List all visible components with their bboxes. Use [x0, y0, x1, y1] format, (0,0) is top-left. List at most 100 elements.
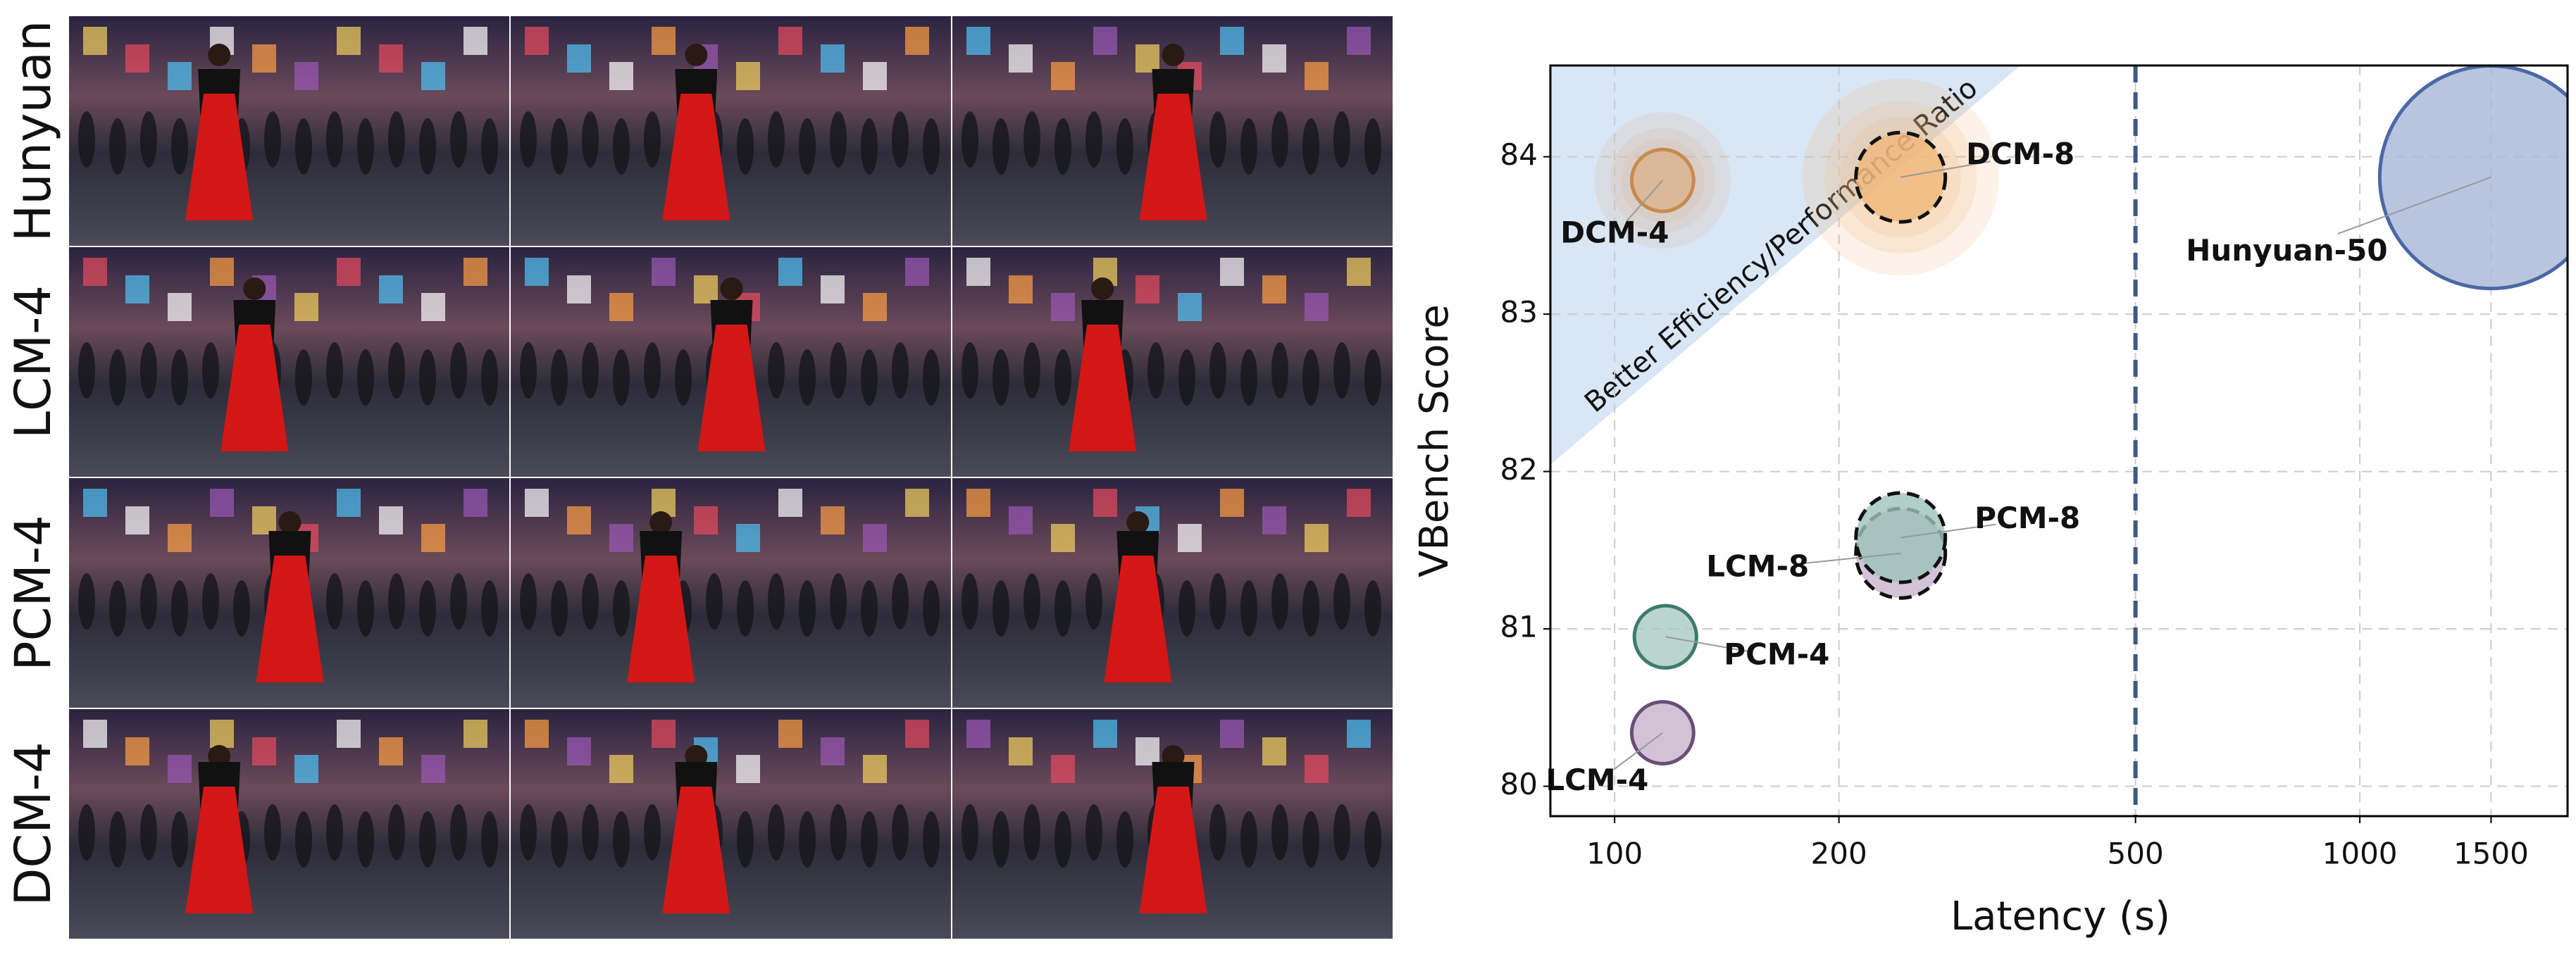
light — [525, 720, 549, 748]
crowd — [78, 573, 95, 630]
crowd — [1054, 811, 1071, 868]
crowd — [768, 573, 785, 630]
crowd — [1271, 111, 1288, 168]
light — [421, 62, 445, 90]
light — [83, 27, 107, 55]
crowd — [388, 342, 405, 399]
crowd — [923, 811, 940, 868]
crowd — [1302, 811, 1319, 868]
bubble-label: PCM-8 — [1974, 501, 2080, 535]
crowd — [388, 804, 405, 861]
y-tick-label: 82 — [1500, 452, 1538, 487]
crowd — [613, 349, 630, 406]
plot-frame — [1549, 64, 2569, 818]
light — [252, 44, 276, 73]
light — [652, 720, 676, 748]
bubble-label: DCM-8 — [1966, 137, 2074, 171]
light — [966, 720, 990, 748]
crowd — [1333, 342, 1350, 399]
row-label: Hunyuan — [4, 20, 62, 242]
crowd — [613, 811, 630, 868]
light — [252, 737, 276, 765]
light — [1347, 258, 1371, 286]
light — [736, 524, 760, 552]
crowd — [357, 580, 374, 637]
light — [1347, 27, 1371, 55]
crowd — [1178, 580, 1195, 637]
leader-line — [1626, 180, 1664, 222]
light — [1009, 275, 1033, 304]
crowd — [861, 811, 878, 868]
crowd — [1333, 804, 1350, 861]
light — [125, 737, 149, 765]
light — [421, 755, 445, 783]
y-tick-label: 81 — [1500, 610, 1538, 644]
crowd — [481, 580, 498, 637]
light — [863, 62, 887, 90]
crowd — [1302, 580, 1319, 637]
crowd — [737, 118, 754, 175]
bubble — [1629, 147, 1695, 213]
figure-head — [1126, 511, 1150, 534]
crowd — [706, 573, 723, 630]
bubble-label: PCM-4 — [1724, 637, 1829, 672]
y-axis-label: VBench Score — [1412, 304, 1457, 577]
light — [652, 27, 676, 55]
crowd — [1147, 342, 1164, 399]
crowd — [861, 349, 878, 406]
light — [821, 737, 845, 765]
crowd — [520, 342, 537, 399]
crowd — [644, 111, 661, 168]
crowd — [830, 573, 847, 630]
crowd — [861, 580, 878, 637]
x-tick-label: 100 — [1586, 837, 1643, 871]
figure-dress — [1139, 787, 1207, 913]
light — [168, 524, 192, 552]
light — [966, 27, 990, 55]
light — [463, 720, 487, 748]
crowd — [481, 811, 498, 868]
crowd — [923, 349, 940, 406]
crowd — [419, 349, 436, 406]
y-tick-label: 80 — [1500, 767, 1538, 801]
crowd — [923, 580, 940, 637]
y-tick-label: 83 — [1500, 295, 1538, 330]
crowd — [140, 111, 157, 168]
figure-dress — [662, 787, 730, 913]
crowd — [923, 118, 940, 175]
crowd — [892, 573, 909, 630]
crowd — [202, 573, 219, 630]
light — [294, 755, 318, 783]
light — [821, 506, 845, 534]
light — [1305, 524, 1329, 552]
crowd — [1271, 573, 1288, 630]
light — [694, 506, 718, 534]
light — [1220, 258, 1244, 286]
light — [778, 720, 802, 748]
crowd — [520, 804, 537, 861]
light — [1051, 524, 1075, 552]
crowd — [1054, 580, 1071, 637]
crowd — [582, 804, 599, 861]
crowd — [78, 342, 95, 399]
light — [1009, 506, 1033, 534]
light — [966, 258, 990, 286]
light — [1220, 27, 1244, 55]
light — [1262, 506, 1286, 534]
crowd — [551, 349, 568, 406]
crowd — [1240, 811, 1257, 868]
crowd — [233, 580, 250, 637]
light — [1220, 489, 1244, 517]
crowd — [1209, 573, 1226, 630]
light — [905, 258, 929, 286]
crowd — [1085, 804, 1102, 861]
x-tick-label: 1000 — [2322, 837, 2398, 871]
bubble-label: LCM-8 — [1706, 549, 1809, 583]
x-tick-label: 200 — [1811, 837, 1867, 871]
light — [1009, 737, 1033, 765]
light — [294, 62, 318, 90]
figure-head — [1162, 44, 1185, 66]
light — [694, 275, 718, 304]
light — [1135, 737, 1159, 765]
figure-head — [208, 44, 231, 66]
